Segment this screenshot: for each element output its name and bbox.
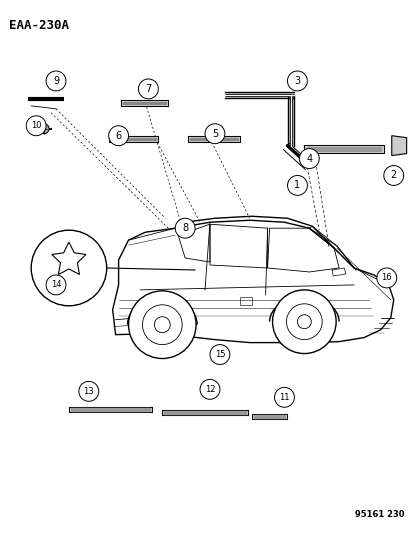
Circle shape xyxy=(138,79,158,99)
Text: 4: 4 xyxy=(306,154,312,164)
Circle shape xyxy=(299,149,318,168)
Circle shape xyxy=(78,382,98,401)
Text: 5: 5 xyxy=(211,128,218,139)
Circle shape xyxy=(272,290,335,353)
Text: EAA-230A: EAA-230A xyxy=(9,19,69,33)
Text: 2: 2 xyxy=(390,171,396,181)
Circle shape xyxy=(26,116,46,136)
Circle shape xyxy=(297,315,311,329)
Circle shape xyxy=(154,317,170,333)
Circle shape xyxy=(199,379,219,399)
Text: 7: 7 xyxy=(145,84,151,94)
Circle shape xyxy=(383,166,403,185)
Text: 12: 12 xyxy=(204,385,215,394)
Circle shape xyxy=(175,218,195,238)
Text: 9: 9 xyxy=(53,76,59,86)
Text: 10: 10 xyxy=(31,121,41,130)
Circle shape xyxy=(108,126,128,146)
Text: 15: 15 xyxy=(214,350,225,359)
Circle shape xyxy=(274,387,294,407)
Circle shape xyxy=(376,268,396,288)
Circle shape xyxy=(128,291,196,359)
Text: 1: 1 xyxy=(294,181,300,190)
Circle shape xyxy=(39,124,49,134)
Text: 6: 6 xyxy=(115,131,121,141)
Text: 13: 13 xyxy=(83,387,94,396)
Text: 8: 8 xyxy=(182,223,188,233)
Circle shape xyxy=(287,71,306,91)
Circle shape xyxy=(46,71,66,91)
Text: 16: 16 xyxy=(380,273,391,282)
Polygon shape xyxy=(391,136,406,156)
Text: 11: 11 xyxy=(278,393,289,402)
Bar xyxy=(239,297,251,305)
Text: 95161 230: 95161 230 xyxy=(354,510,404,519)
Circle shape xyxy=(46,275,66,295)
Circle shape xyxy=(204,124,224,144)
Text: 3: 3 xyxy=(294,76,300,86)
Circle shape xyxy=(209,345,229,365)
Text: 14: 14 xyxy=(51,280,61,289)
Circle shape xyxy=(287,175,307,196)
